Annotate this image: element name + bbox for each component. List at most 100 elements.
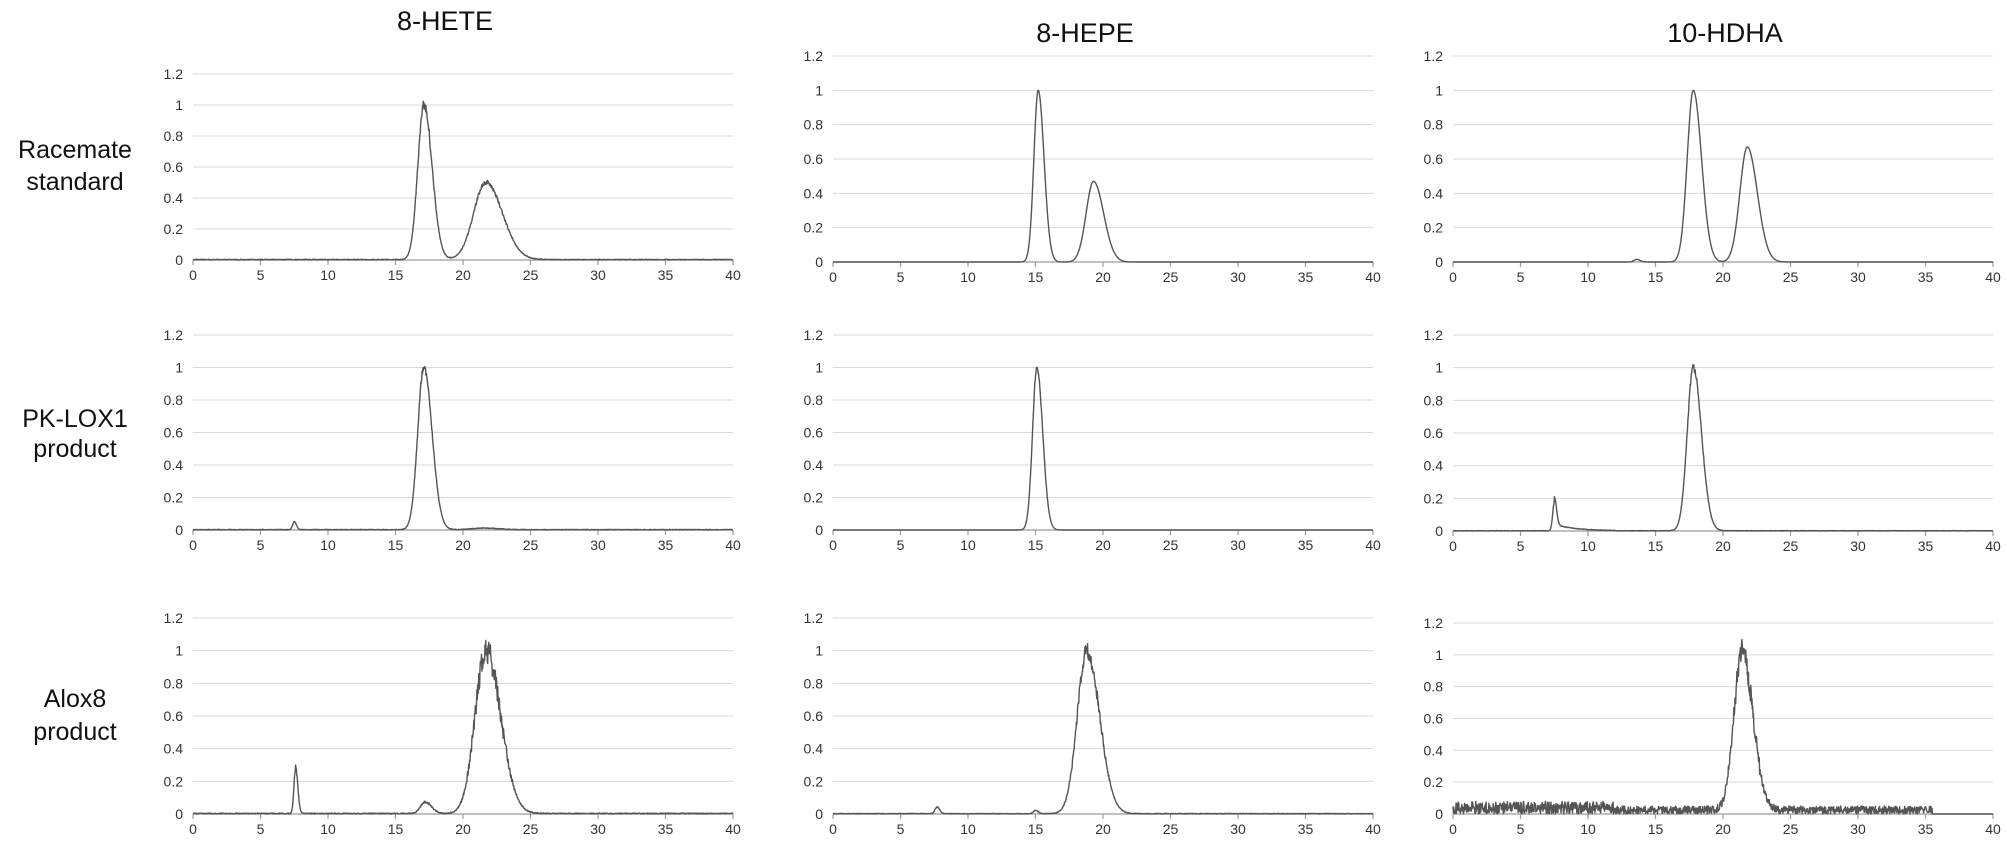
y-tick-label-r0c1: 0.2 [804, 220, 824, 236]
y-tick-label-r0c1: 0.6 [804, 151, 824, 167]
x-tick-label-r0c2: 15 [1648, 269, 1664, 285]
y-tick-label-r2c2: 1 [1435, 647, 1443, 663]
y-tick-label-r0c1: 1.2 [804, 48, 824, 64]
x-tick-label-r1c0: 0 [189, 537, 197, 553]
x-tick-label-r0c2: 25 [1783, 269, 1799, 285]
y-tick-label-r2c2: 0.2 [1424, 774, 1444, 790]
chromatogram-trace-r0c0 [192, 100, 734, 261]
y-tick-label-r1c2: 0.8 [1424, 392, 1444, 408]
x-tick-label-r0c0: 5 [257, 267, 265, 283]
x-tick-label-r1c0: 15 [388, 537, 404, 553]
column-title-8-hepe: 8-HEPE [1036, 18, 1134, 48]
y-tick-label-r1c2: 0.2 [1424, 490, 1444, 506]
x-tick-label-r0c0: 35 [658, 267, 674, 283]
x-tick-label-r0c1: 0 [829, 269, 837, 285]
x-tick-label-r2c0: 10 [320, 821, 336, 837]
y-tick-label-r0c1: 0.4 [804, 185, 824, 201]
y-tick-label-r2c2: 0 [1435, 806, 1443, 822]
x-tick-label-r0c2: 0 [1449, 269, 1457, 285]
chart-panel-r0c2: 0 0.2 0.4 0.6 0.8 1 1.2 0 5 10 15 20 25 30 35 40 [1424, 48, 2001, 285]
x-tick-label-r0c1: 5 [897, 269, 905, 285]
x-tick-label-r2c1: 30 [1230, 821, 1246, 837]
chromatogram-trace-r0c1 [832, 89, 1374, 263]
x-tick-label-r0c0: 25 [523, 267, 539, 283]
y-tick-label-r2c0: 1.2 [164, 610, 184, 626]
x-tick-label-r2c2: 25 [1783, 821, 1799, 837]
y-tick-label-r1c0: 0.8 [164, 392, 184, 408]
y-tick-label-r2c0: 0 [175, 806, 183, 822]
column-title-8-hete: 8-HETE [397, 6, 493, 36]
chromatogram-trace-r2c0 [192, 639, 734, 815]
x-tick-label-r2c2: 35 [1918, 821, 1934, 837]
row-label-racemate-line2: standard [26, 168, 123, 196]
x-tick-label-r1c0: 25 [523, 537, 539, 553]
x-tick-label-r1c0: 20 [455, 537, 471, 553]
y-tick-label-r1c2: 1 [1435, 360, 1443, 376]
y-tick-label-r1c0: 0.4 [164, 457, 184, 473]
x-tick-label-r0c1: 10 [960, 269, 976, 285]
x-tick-label-r1c0: 40 [725, 537, 741, 553]
y-tick-label-r0c0: 1 [175, 97, 183, 113]
x-tick-label-r1c2: 35 [1918, 538, 1934, 554]
chromatogram-trace-r2c2 [1452, 638, 1994, 815]
y-tick-label-r0c1: 1 [815, 82, 823, 98]
y-tick-label-r0c2: 0.2 [1424, 220, 1444, 236]
x-tick-label-r0c1: 35 [1298, 269, 1314, 285]
y-tick-label-r0c0: 0.2 [164, 221, 184, 237]
y-tick-label-r2c2: 0.4 [1424, 742, 1444, 758]
x-tick-label-r2c0: 20 [455, 821, 471, 837]
x-tick-label-r2c2: 15 [1648, 821, 1664, 837]
x-tick-label-r2c0: 15 [388, 821, 404, 837]
y-tick-label-r1c1: 0.6 [804, 425, 824, 441]
y-tick-label-r1c1: 1 [815, 360, 823, 376]
y-tick-label-r0c2: 1 [1435, 82, 1443, 98]
y-tick-label-r2c1: 0.4 [804, 741, 824, 757]
y-tick-label-r0c0: 0.4 [164, 190, 184, 206]
x-tick-label-r2c0: 5 [257, 821, 265, 837]
x-tick-label-r2c2: 5 [1517, 821, 1525, 837]
y-tick-label-r1c2: 1.2 [1424, 327, 1444, 343]
chart-panel-r1c0: 0 0.2 0.4 0.6 0.8 1 1.2 0 5 10 15 20 25 30 35 40 [164, 327, 741, 553]
x-tick-label-r0c1: 20 [1095, 269, 1111, 285]
y-tick-label-r0c2: 0.4 [1424, 185, 1444, 201]
x-tick-label-r0c0: 30 [590, 267, 606, 283]
x-tick-label-r0c2: 40 [1985, 269, 2001, 285]
x-tick-label-r2c1: 35 [1298, 821, 1314, 837]
y-tick-label-r1c2: 0 [1435, 523, 1443, 539]
y-tick-label-r1c0: 0.6 [164, 425, 184, 441]
y-tick-label-r0c0: 1.2 [164, 66, 184, 82]
y-tick-label-r1c0: 0.2 [164, 490, 184, 506]
y-tick-label-r2c0: 0.2 [164, 773, 184, 789]
x-tick-label-r1c0: 5 [257, 537, 265, 553]
x-tick-label-r1c0: 10 [320, 537, 336, 553]
x-tick-label-r0c2: 5 [1517, 269, 1525, 285]
y-tick-label-r2c1: 0 [815, 806, 823, 822]
x-tick-label-r1c1: 30 [1230, 537, 1246, 553]
x-tick-label-r2c0: 0 [189, 821, 197, 837]
y-tick-label-r0c2: 0.6 [1424, 151, 1444, 167]
y-tick-label-r0c1: 0 [815, 254, 823, 270]
y-tick-label-r2c1: 1 [815, 643, 823, 659]
x-tick-label-r0c0: 15 [388, 267, 404, 283]
y-tick-label-r2c1: 1.2 [804, 610, 824, 626]
row-label-alox8-line1: Alox8 [44, 685, 107, 713]
x-tick-label-r0c2: 30 [1850, 269, 1866, 285]
x-tick-label-r0c1: 25 [1163, 269, 1179, 285]
x-tick-label-r1c1: 20 [1095, 537, 1111, 553]
x-tick-label-r0c2: 20 [1715, 269, 1731, 285]
chart-panel-r0c1: 0 0.2 0.4 0.6 0.8 1 1.2 0 5 10 15 20 25 30 35 40 [804, 48, 1381, 285]
x-tick-label-r2c1: 25 [1163, 821, 1179, 837]
y-tick-label-r2c2: 0.8 [1424, 679, 1444, 695]
row-label-pklox1-line1: PK-LOX1 [22, 405, 128, 433]
x-tick-label-r0c1: 30 [1230, 269, 1246, 285]
x-tick-label-r0c0: 40 [725, 267, 741, 283]
y-tick-label-r2c0: 0.6 [164, 708, 184, 724]
x-tick-label-r2c1: 0 [829, 821, 837, 837]
column-title-10-hdha: 10-HDHA [1667, 18, 1783, 48]
y-tick-label-r1c1: 0.4 [804, 457, 824, 473]
chart-panel-r1c1: 0 0.2 0.4 0.6 0.8 1 1.2 0 5 10 15 20 25 30 35 40 [804, 327, 1381, 553]
row-label-pklox1-line2: product [33, 435, 116, 463]
x-tick-label-r1c2: 25 [1783, 538, 1799, 554]
y-tick-label-r2c0: 1 [175, 643, 183, 659]
